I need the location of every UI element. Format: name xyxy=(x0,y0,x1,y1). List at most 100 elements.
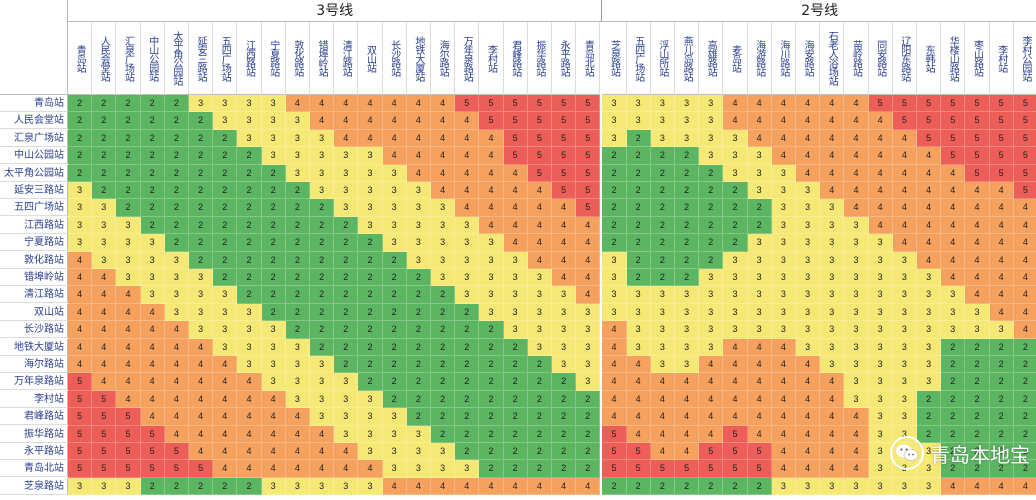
fare-cell: 3 xyxy=(917,321,942,339)
fare-cell: 2 xyxy=(334,286,359,304)
fare-cell: 4 xyxy=(747,390,772,409)
fare-cell: 3 xyxy=(892,286,917,304)
fare-cell: 2 xyxy=(382,373,407,391)
fare-cell: 4 xyxy=(989,286,1014,304)
column-label: 华楼山路站 xyxy=(941,22,966,95)
fare-cell: 2 xyxy=(285,269,310,287)
fare-cell: 2 xyxy=(406,408,431,426)
fare-cell: 4 xyxy=(261,443,286,461)
fare-cell: 4 xyxy=(140,338,165,356)
fare-cell: 2 xyxy=(650,216,675,235)
fare-cell: 3 xyxy=(796,269,821,287)
fare-cell: 4 xyxy=(116,286,141,304)
fare-cell: 3 xyxy=(820,199,845,217)
fare-cell: 4 xyxy=(92,338,117,356)
fare-cell: 3 xyxy=(310,408,335,426)
fare-cell: 2 xyxy=(989,460,1014,478)
fare-cell: 5 xyxy=(68,443,93,461)
fare-cell: 2 xyxy=(479,338,504,356)
fare-cell: 3 xyxy=(406,251,431,269)
fare-cell: 4 xyxy=(479,216,504,235)
fare-cell: 4 xyxy=(527,182,552,200)
fare-cell: 4 xyxy=(140,321,165,339)
fare-cell: 3 xyxy=(503,321,528,339)
fare-cell: 3 xyxy=(796,182,821,200)
fare-cell: 3 xyxy=(140,234,165,252)
fare-cell: 3 xyxy=(261,338,286,356)
fare-cell: 4 xyxy=(92,373,117,391)
fare-cell: 4 xyxy=(261,425,286,443)
fare-cell: 2 xyxy=(406,269,431,287)
fare-cell: 3 xyxy=(771,216,796,235)
fare-cell: 3 xyxy=(844,269,869,287)
fare-cell: 4 xyxy=(455,477,480,496)
fare-cell: 4 xyxy=(406,477,431,496)
fare-cell: 2 xyxy=(261,251,286,269)
fare-cell: 4 xyxy=(164,321,189,339)
fare-cell: 4 xyxy=(431,112,456,130)
fare-cell: 3 xyxy=(796,286,821,304)
fare-cell: 3 xyxy=(699,269,724,287)
fare-cell: 3 xyxy=(626,321,651,339)
fare-cell: 2 xyxy=(164,234,189,252)
fare-cell: 4 xyxy=(917,199,942,217)
fare-cell: 4 xyxy=(796,460,821,478)
fare-cell: 4 xyxy=(237,390,262,409)
fare-cell: 2 xyxy=(68,112,93,130)
fare-cell: 5 xyxy=(989,147,1014,165)
fare-cell: 2 xyxy=(213,147,238,165)
fare-cell: 4 xyxy=(771,356,796,374)
fare-cell: 4 xyxy=(431,182,456,200)
fare-cell: 5 xyxy=(723,443,748,461)
row-label: 地铁大厦站 xyxy=(0,338,68,356)
fare-cell: 3 xyxy=(358,408,383,426)
fare-cell: 3 xyxy=(285,112,310,130)
fare-cell: 4 xyxy=(189,443,214,461)
fare-cell: 4 xyxy=(868,199,893,217)
fare-cell: 3 xyxy=(675,95,700,113)
fare-cell: 4 xyxy=(747,356,772,374)
fare-cell: 2 xyxy=(431,356,456,374)
fare-cell: 2 xyxy=(116,182,141,200)
fare-cell: 3 xyxy=(747,286,772,304)
fare-cell: 2 xyxy=(261,199,286,217)
column-label: 海安路站 xyxy=(796,22,821,95)
fare-cell: 4 xyxy=(503,234,528,252)
fare-cell: 4 xyxy=(771,112,796,130)
fare-cell: 3 xyxy=(723,129,748,148)
fare-cell: 3 xyxy=(796,251,821,269)
fare-cell: 4 xyxy=(892,234,917,252)
fare-cell: 3 xyxy=(552,321,577,339)
fare-cell: 4 xyxy=(92,356,117,374)
fare-cell: 4 xyxy=(820,129,845,148)
fare-cell: 4 xyxy=(989,303,1014,322)
fare-cell: 3 xyxy=(699,129,724,148)
fare-cell: 5 xyxy=(626,443,651,461)
fare-cell: 4 xyxy=(431,95,456,113)
fare-cell: 4 xyxy=(941,164,966,182)
column-label: 青岛站 xyxy=(68,22,93,95)
fare-cell: 3 xyxy=(796,234,821,252)
row-label: 君峰路站 xyxy=(0,408,68,426)
fare-cell: 3 xyxy=(892,269,917,287)
fare-cell: 2 xyxy=(479,460,504,478)
row-label: 永平路站 xyxy=(0,443,68,460)
fare-cell: 4 xyxy=(431,164,456,182)
fare-cell: 3 xyxy=(917,338,942,356)
fare-cell: 5 xyxy=(140,425,165,443)
fare-cell: 4 xyxy=(917,234,942,252)
fare-cell: 2 xyxy=(116,147,141,165)
fare-cell: 2 xyxy=(965,425,990,443)
fare-cell: 4 xyxy=(844,129,869,148)
fare-cell: 4 xyxy=(527,234,552,252)
fare-cell: 2 xyxy=(140,164,165,182)
column-label: 李村公园站 xyxy=(1013,22,1036,95)
fare-cell: 5 xyxy=(552,129,577,148)
fare-cell: 4 xyxy=(965,286,990,304)
fare-cell: 3 xyxy=(892,321,917,339)
fare-cell: 2 xyxy=(261,234,286,252)
fare-cell: 4 xyxy=(406,129,431,148)
fare-cell: 4 xyxy=(650,443,675,461)
fare-cell: 4 xyxy=(576,234,601,252)
fare-cell: 2 xyxy=(164,147,189,165)
